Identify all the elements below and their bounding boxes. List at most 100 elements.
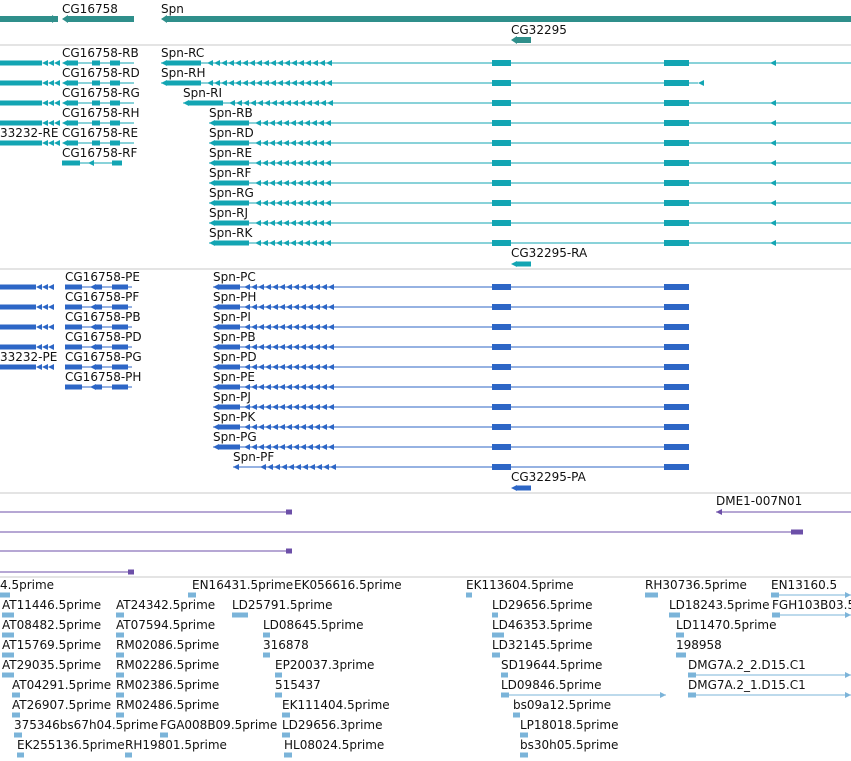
gene-label[interactable]: Spn xyxy=(161,2,184,16)
strand-arrow xyxy=(272,324,278,330)
est-label[interactable]: RM02386.5prime xyxy=(116,678,219,692)
strand-arrow xyxy=(312,80,318,86)
cdna-label[interactable]: DME1-007N01 xyxy=(716,494,802,508)
est-label[interactable]: LP18018.5prime xyxy=(520,718,619,732)
est-label[interactable]: AT07594.5prime xyxy=(116,618,215,632)
exon-block xyxy=(263,652,270,658)
est-label[interactable]: RM02286.5prime xyxy=(116,658,219,672)
est-label[interactable]: RM02486.5prime xyxy=(116,698,219,712)
est-label[interactable]: 4.5prime xyxy=(0,578,54,592)
est-label[interactable]: LD32145.5prime xyxy=(492,638,593,652)
transcript-label[interactable]: Spn-RD xyxy=(209,126,254,140)
protein-label[interactable]: Spn-PD xyxy=(213,350,257,364)
exon-block xyxy=(492,404,511,410)
protein-label[interactable]: Spn-PH xyxy=(213,290,256,304)
est-label[interactable]: LD11470.5prime xyxy=(676,618,777,632)
transcript-label[interactable]: Spn-RF xyxy=(209,166,252,180)
gene-label[interactable]: CG32295 xyxy=(511,23,567,37)
strand-arrow xyxy=(262,200,268,206)
est-label[interactable]: DMG7A.2_1.D15.C1 xyxy=(688,678,806,692)
strand-arrow xyxy=(274,464,280,470)
exon-block xyxy=(771,592,779,598)
exon-block xyxy=(492,100,511,106)
est-label[interactable]: AT29035.5prime xyxy=(2,658,101,672)
est-label[interactable]: FGH103B03.5 xyxy=(772,598,851,612)
exon-block xyxy=(664,364,689,370)
transcript-label[interactable]: Spn-RI xyxy=(183,86,222,100)
est-label[interactable]: RM02086.5prime xyxy=(116,638,219,652)
est-label[interactable]: AT08482.5prime xyxy=(2,618,101,632)
est-label[interactable]: EP20037.3prime xyxy=(275,658,374,672)
transcript-label[interactable]: CG16758-RB xyxy=(62,46,139,60)
transcript-label[interactable]: CG16758-RE xyxy=(62,126,138,140)
transcript-label[interactable]: 33232-RE xyxy=(0,126,58,140)
est-label[interactable]: bs30h05.5prime xyxy=(520,738,618,752)
transcript-label[interactable]: Spn-RK xyxy=(209,226,254,240)
protein-label[interactable]: CG16758-PB xyxy=(65,310,141,324)
est-label[interactable]: EN16431.5prime xyxy=(192,578,293,592)
transcript-label[interactable]: CG16758-RD xyxy=(62,66,140,80)
protein-label[interactable]: Spn-PG xyxy=(213,430,257,444)
gene-label[interactable]: CG16758 xyxy=(62,2,118,16)
protein-label[interactable]: Spn-PJ xyxy=(213,390,251,404)
est-track xyxy=(0,592,851,758)
protein-label[interactable]: Spn-PC xyxy=(213,270,256,284)
est-label[interactable]: 316878 xyxy=(263,638,309,652)
protein-label[interactable]: Spn-PI xyxy=(213,310,251,324)
est-label[interactable]: EK111404.5prime xyxy=(282,698,390,712)
est-label[interactable]: RH30736.5prime xyxy=(645,578,747,592)
est-label[interactable]: EK255136.5prime xyxy=(17,738,125,752)
est-label[interactable]: EK113604.5prime xyxy=(466,578,574,592)
protein-label[interactable]: CG32295-PA xyxy=(511,470,587,484)
exon-block xyxy=(188,592,196,598)
est-label[interactable]: LD46353.5prime xyxy=(492,618,593,632)
est-label[interactable]: LD25791.5prime xyxy=(232,598,333,612)
est-label[interactable]: SD19644.5prime xyxy=(501,658,602,672)
est-label[interactable]: HL08024.5prime xyxy=(284,738,384,752)
protein-label[interactable]: CG16758-PH xyxy=(65,370,141,384)
protein-label[interactable]: Spn-PE xyxy=(213,370,255,384)
exon-block xyxy=(68,140,78,146)
est-label[interactable]: AT26907.5prime xyxy=(12,698,111,712)
transcript-label[interactable]: CG16758-RG xyxy=(62,86,140,100)
est-label[interactable]: DMG7A.2_2.D15.C1 xyxy=(688,658,806,672)
transcript-label[interactable]: CG32295-RA xyxy=(511,246,588,260)
est-label[interactable]: 515437 xyxy=(275,678,321,692)
transcript-label[interactable]: Spn-RJ xyxy=(209,206,248,220)
transcript-label[interactable]: CG16758-RF xyxy=(62,146,138,160)
exon-block xyxy=(492,364,511,370)
protein-label[interactable]: CG16758-PD xyxy=(65,330,142,344)
est-label[interactable]: EN13160.5 xyxy=(771,578,837,592)
transcript-label[interactable]: Spn-RE xyxy=(209,146,252,160)
est-label[interactable]: AT11446.5prime xyxy=(2,598,101,612)
transcript-label[interactable]: Spn-RH xyxy=(161,66,206,80)
est-label[interactable]: AT24342.5prime xyxy=(116,598,215,612)
protein-label[interactable]: 33232-PE xyxy=(0,350,57,364)
exon-block xyxy=(189,100,223,106)
est-label[interactable]: 375346bs67h04.5prime xyxy=(14,718,158,732)
est-label[interactable]: FGA008B09.5prime xyxy=(160,718,277,732)
transcript-label[interactable]: Spn-RC xyxy=(161,46,204,60)
protein-label[interactable]: CG16758-PF xyxy=(65,290,139,304)
est-label[interactable]: AT04291.5prime xyxy=(12,678,111,692)
protein-label[interactable]: Spn-PB xyxy=(213,330,256,344)
transcript-label[interactable]: Spn-RG xyxy=(209,186,254,200)
est-label[interactable]: EK056616.5prime xyxy=(294,578,402,592)
est-label[interactable]: 198958 xyxy=(676,638,722,652)
protein-label[interactable]: Spn-PK xyxy=(213,410,256,424)
est-label[interactable]: LD09846.5prime xyxy=(501,678,602,692)
transcript-label[interactable]: Spn-RB xyxy=(209,106,253,120)
est-label[interactable]: LD08645.5prime xyxy=(263,618,364,632)
est-label[interactable]: bs09a12.5prime xyxy=(513,698,611,712)
est-label[interactable]: LD18243.5prime xyxy=(669,598,770,612)
protein-label[interactable]: CG16758-PG xyxy=(65,350,142,364)
strand-arrow xyxy=(276,160,282,166)
transcript-label[interactable]: CG16758-RH xyxy=(62,106,140,120)
est-label[interactable]: LD29656.3prime xyxy=(282,718,383,732)
est-label[interactable]: RH19801.5prime xyxy=(125,738,227,752)
est-label[interactable]: AT15769.5prime xyxy=(2,638,101,652)
protein-label[interactable]: Spn-PF xyxy=(233,450,274,464)
protein-label[interactable]: CG16758-PE xyxy=(65,270,140,284)
est-label[interactable]: LD29656.5prime xyxy=(492,598,593,612)
